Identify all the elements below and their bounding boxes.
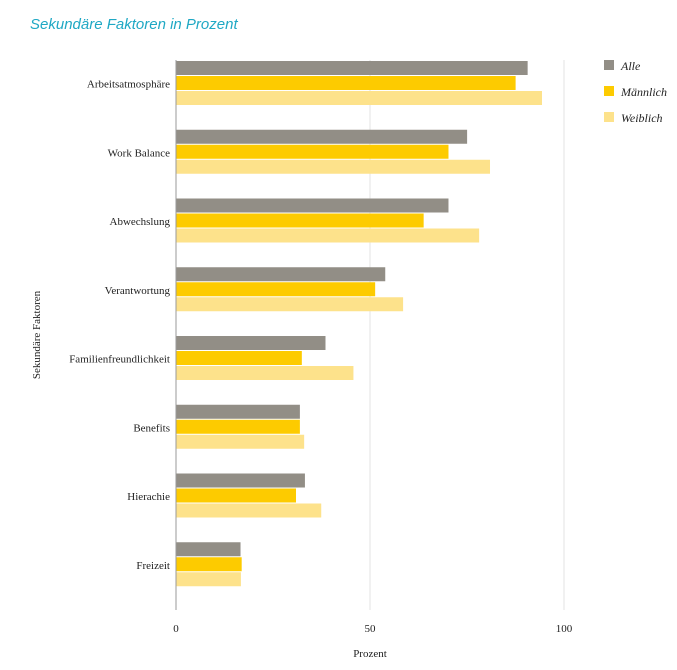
bar-Männlich-0 [176,76,516,90]
bar-layer [176,61,542,587]
bar-Männlich-7 [176,557,242,572]
chart-title: Sekundäre Faktoren in Prozent [30,16,238,33]
bar-Alle-4 [176,336,326,350]
legend-swatch-Männlich [604,86,614,96]
bar-Alle-1 [176,129,468,144]
bar-Alle-0 [176,61,528,75]
legend-swatch-Weiblich [604,112,614,122]
bar-Alle-3 [176,267,386,282]
axis-layer: 0 50 100 Arbeitsatmosphäre Work Balance Abwec… [31,60,573,660]
legend-label-Alle: Alle [620,59,641,73]
y-axis-title: Sekundäre Faktoren [31,290,43,379]
x-axis-title: Prozent [353,648,387,660]
x-tick-label-0: 0 [173,623,179,635]
legend-label-Männlich: Männlich [620,85,667,99]
bar-Alle-2 [176,198,449,213]
y-tick-label-1: Work Balance [108,147,170,159]
bar-Männlich-6 [176,488,297,503]
bar-Weiblich-6 [176,503,322,518]
y-tick-label-3: Verantwortung [105,285,171,297]
bar-Weiblich-3 [176,297,404,312]
bar-Weiblich-0 [176,91,542,105]
y-tick-label-5: Benefits [133,422,170,434]
bar-Weiblich-5 [176,434,305,449]
bar-Männlich-5 [176,419,300,434]
y-tick-label-4: Familienfreundlichkeit [69,354,170,366]
bar-Weiblich-4 [176,366,354,380]
bar-Alle-6 [176,473,305,488]
bar-Weiblich-1 [176,159,491,174]
bar-Männlich-1 [176,144,449,159]
bar-Weiblich-2 [176,228,480,243]
legend: Alle Männlich Weiblich [604,59,667,125]
bar-Männlich-4 [176,351,302,365]
x-tick-label-50: 50 [365,623,377,635]
y-tick-label-7: Freizeit [136,560,170,572]
bar-Männlich-3 [176,282,376,297]
y-tick-label-0: Arbeitsatmosphäre [87,79,170,91]
bar-Weiblich-7 [176,572,241,587]
bar-Alle-7 [176,542,241,557]
legend-swatch-Alle [604,60,614,70]
legend-label-Weiblich: Weiblich [621,111,663,125]
bar-Alle-5 [176,404,300,419]
y-tick-label-6: Hierachie [127,491,170,503]
y-tick-label-2: Abwechslung [110,216,171,228]
x-tick-label-100: 100 [556,623,573,635]
bar-Männlich-2 [176,213,424,228]
